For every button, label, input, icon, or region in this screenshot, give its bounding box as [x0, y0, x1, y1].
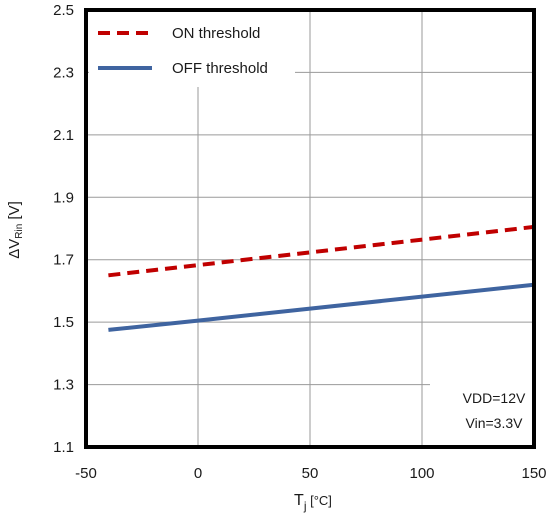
y-tick-label: 1.9 — [53, 189, 74, 206]
legend: ON threshold OFF threshold — [89, 12, 295, 87]
x-tick-label: 100 — [409, 465, 434, 482]
y-tick-label: 1.5 — [53, 314, 74, 331]
grid — [86, 10, 534, 447]
y-tick-label: 2.1 — [53, 127, 74, 144]
series-line-1 — [108, 224, 535, 278]
plot-frame — [84, 8, 536, 449]
y-tick-label: 1.7 — [53, 252, 74, 269]
x-tick-label: 50 — [302, 465, 319, 482]
annotation-line-2: Vin=3.3V — [466, 415, 524, 431]
y-tick-label: 1.3 — [53, 377, 74, 394]
series-layer — [108, 224, 535, 332]
x-tick-label: -50 — [75, 465, 97, 482]
y-tick-label: 1.1 — [53, 439, 74, 456]
y-tick-label: 2.3 — [53, 64, 74, 81]
series-line-2 — [108, 282, 535, 332]
x-tick-label: 150 — [521, 465, 546, 482]
legend-background — [89, 12, 295, 87]
annotation-line-1: VDD=12V — [463, 390, 526, 406]
x-tick-label: 0 — [194, 465, 202, 482]
tick-labels: -50 0 50 100 150 1.1 1.3 1.5 1.7 1.9 2.1 2.3 2.5 — [53, 2, 546, 482]
annotation-background — [430, 382, 532, 444]
legend-label-1: ON threshold — [172, 25, 260, 42]
legend-label-2: OFF threshold — [172, 60, 268, 77]
y-axis-title: ΔVRin [V] — [6, 201, 25, 259]
plot-border — [84, 8, 536, 449]
y-tick-label: 2.5 — [53, 2, 74, 19]
x-axis-title: Tj [°C] — [294, 492, 332, 513]
annotation-box: VDD=12V Vin=3.3V — [430, 382, 532, 444]
